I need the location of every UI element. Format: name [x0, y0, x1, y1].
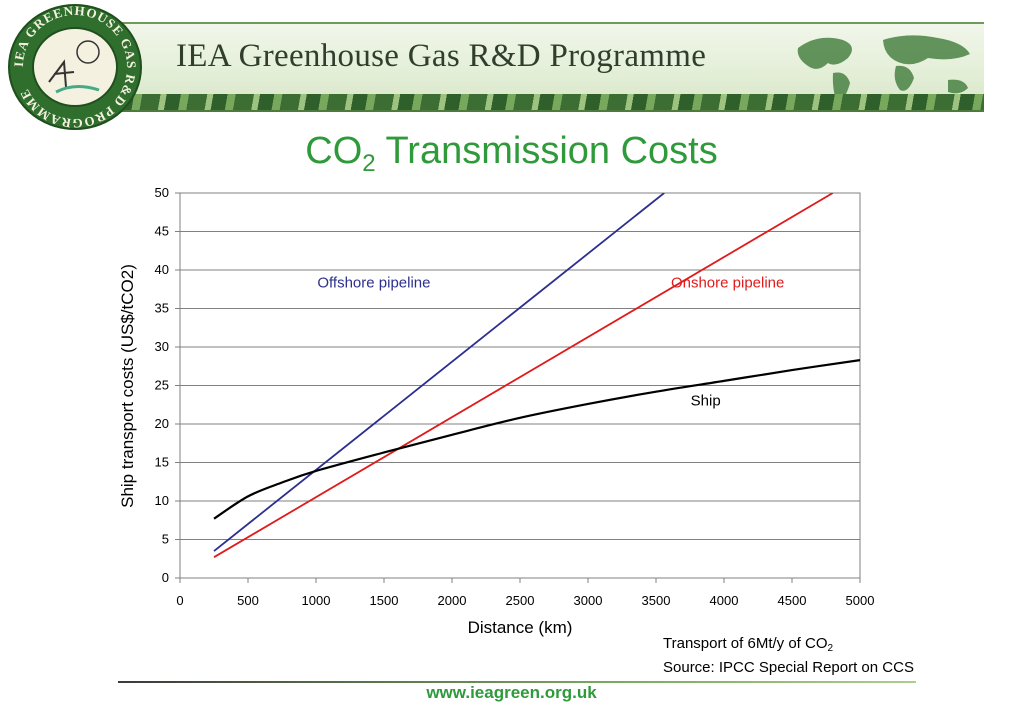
x-tick-label: 5000	[846, 593, 875, 608]
onshore-pipeline-line	[213, 193, 834, 558]
y-tick-label: 30	[155, 339, 169, 354]
slide-title-main: CO	[305, 130, 363, 172]
x-tick-label: 2000	[438, 593, 467, 608]
ship-line	[213, 359, 860, 520]
series-annotation: Ship	[691, 393, 721, 410]
note-line-1: Transport of 6Mt/y of CO2	[663, 634, 914, 658]
note-line-1-subscript: 2	[827, 643, 834, 654]
y-tick-label: 45	[155, 224, 169, 239]
offshore-pipeline-line	[213, 193, 665, 552]
iea-logo: IEA GREENHOUSE GAS R&D PROGRAMME	[8, 3, 142, 131]
y-tick-label: 0	[162, 570, 169, 585]
world-map-icon	[797, 35, 970, 104]
x-tick-label: 0	[176, 593, 183, 608]
slide-title-subscript: 2	[362, 150, 376, 177]
y-tick-label: 5	[162, 532, 169, 547]
slide-title: CO2 Transmission Costs	[0, 130, 1023, 178]
x-tick-label: 1000	[302, 593, 331, 608]
x-axis-label: Distance (km)	[467, 618, 573, 637]
footer-url[interactable]: www.ieagreen.org.uk	[426, 683, 597, 702]
banner-strip	[120, 94, 984, 110]
header-banner: IEA Greenhouse Gas R&D Programme	[120, 22, 984, 112]
x-tick-label: 500	[237, 593, 259, 608]
x-tick-label: 4000	[710, 593, 739, 608]
footer-divider	[118, 681, 916, 683]
note-line-1-main: Transport of 6Mt/y of CO	[663, 635, 828, 652]
programme-title: IEA Greenhouse Gas R&D Programme	[176, 38, 707, 74]
y-tick-label: 40	[155, 262, 169, 277]
note-line-2: Source: IPCC Special Report on CCS	[663, 659, 914, 676]
source-note: Transport of 6Mt/y of CO2 Source: IPCC S…	[663, 634, 914, 677]
slide-title-rest: Transmission Costs	[375, 130, 718, 172]
y-tick-label: 50	[155, 185, 169, 200]
y-tick-label: 15	[155, 455, 169, 470]
x-tick-label: 2500	[506, 593, 535, 608]
x-tick-label: 4500	[778, 593, 807, 608]
y-tick-label: 35	[155, 301, 169, 316]
y-tick-label: 25	[155, 378, 169, 393]
x-tick-label: 1500	[370, 593, 399, 608]
series-annotation: Offshore pipeline	[317, 275, 430, 292]
y-tick-label: 20	[155, 416, 169, 431]
series-annotation: Onshore pipeline	[671, 275, 784, 292]
y-axis-label: Ship transport costs (US$/tCO2)	[118, 264, 137, 508]
x-tick-label: 3000	[574, 593, 603, 608]
x-tick-label: 3500	[642, 593, 671, 608]
y-tick-label: 10	[155, 493, 169, 508]
